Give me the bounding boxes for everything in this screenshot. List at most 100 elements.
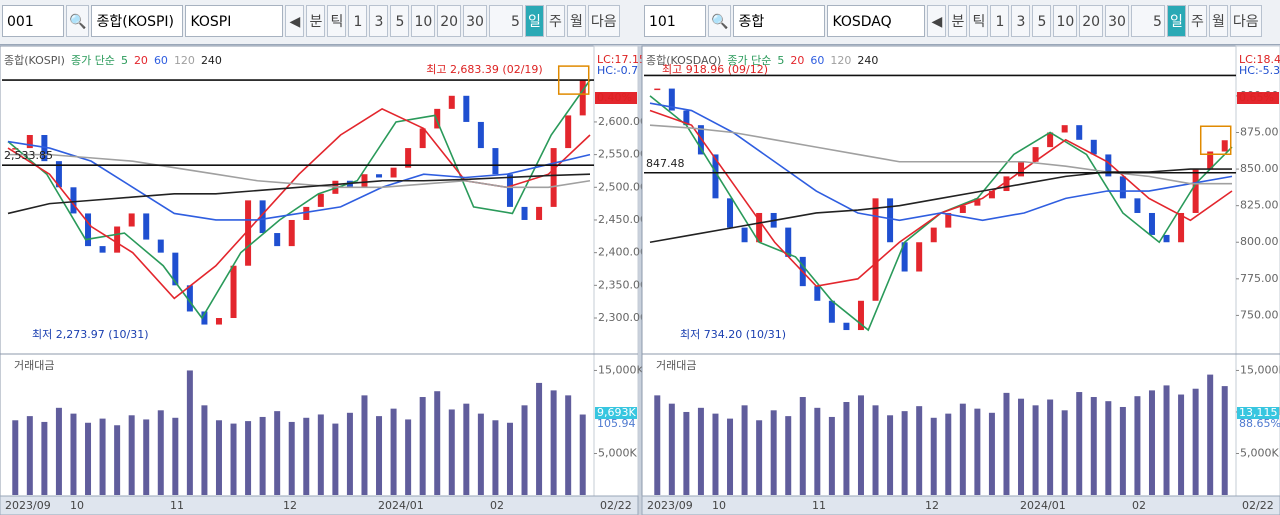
date-label: 02 [490,499,504,512]
volume-bar [1032,405,1039,495]
volume-bar [579,414,586,495]
period-button[interactable]: 3 [369,5,389,37]
level-label: 2,533.85 [4,149,53,162]
code-input[interactable]: 001 [2,5,64,37]
legend-item: 5 [121,54,128,67]
candle [974,198,981,206]
candle [12,148,19,150]
candle [785,227,792,257]
volume-bar [1119,406,1126,495]
period-button[interactable]: 다음 [587,5,620,37]
search-button[interactable]: 🔍 [66,5,90,37]
y-tick-label: 825.00 [1240,199,1279,212]
volume-bar [916,406,923,495]
period-button[interactable]: 분 [306,5,326,37]
volume-bar [1061,410,1068,495]
volume-bar [1018,398,1025,495]
period-button[interactable]: 주 [1187,5,1207,37]
volume-bar [463,403,470,495]
axis-bg [1235,45,1280,497]
moving-average [8,153,591,189]
volume-bar [959,403,966,495]
period-button[interactable]: 10 [411,5,436,37]
name-field[interactable]: 종합(KOSPI) [91,5,184,37]
candle [988,191,995,199]
period-button[interactable]: 일 [524,5,544,37]
candle [274,233,281,247]
period-button[interactable]: 월 [566,5,586,37]
candle [259,200,266,234]
volume-bar [245,421,252,495]
moving-average [7,140,591,221]
period-button[interactable]: 틱 [327,5,347,37]
volume-bar [317,414,324,495]
period-button[interactable]: 30 [1105,5,1129,37]
legend-item: 종합(KOSPI) [4,54,65,67]
current-box [557,65,590,95]
search-button[interactable]: 🔍 [708,5,732,37]
period-button[interactable]: 틱 [969,5,989,37]
y-tick-label: 875.00 [1240,125,1279,138]
volume-bar [390,408,397,495]
period-button[interactable]: 10 [1053,5,1078,37]
period-button[interactable]: 1 [348,5,368,37]
volume-bar [1003,392,1010,495]
volume-bar [1047,399,1054,495]
volume-bar [419,397,426,495]
period-button[interactable]: 3 [1011,5,1031,37]
volume-bar [887,415,894,495]
candle [405,148,412,168]
candle [727,198,734,228]
period-button[interactable]: 20 [1079,5,1104,37]
y-tick-label: 2,450.00 [598,213,647,226]
y-tick-label: 800.00 [1240,235,1279,248]
legend-item: 종가 단순 [727,54,771,67]
period-button[interactable]: 5 [1032,5,1052,37]
volume-bar [930,417,937,495]
candle [1134,198,1141,213]
period-button[interactable]: 주 [545,5,565,37]
candle [536,206,543,220]
candle [419,128,426,149]
volume-bar [1090,397,1097,495]
price-tag [1237,92,1279,104]
volume-tag [595,407,637,419]
period-button[interactable]: 5 [390,5,410,37]
candle [361,174,368,188]
candle [1163,234,1170,243]
period-button[interactable]: 30 [463,5,487,37]
volume-bar [143,419,150,495]
period-button[interactable]: 일 [1166,5,1186,37]
period-button[interactable]: 20 [437,5,462,37]
volume-bar [492,420,499,495]
symbol-select[interactable]: KOSDAQ [827,5,926,37]
period-button[interactable]: 월 [1208,5,1228,37]
volume-bar [974,408,981,495]
period-button[interactable]: 분 [948,5,968,37]
candle [55,161,62,188]
legend-item: 240 [201,54,222,67]
period-button[interactable]: 다음 [1229,5,1262,37]
volume-bar [1207,374,1214,495]
side-label: 0.65% [1239,91,1274,104]
candle [828,300,835,323]
prev-button[interactable]: ◀ [927,5,947,37]
candle [930,227,937,243]
code-input[interactable]: 101 [644,5,706,37]
period-button[interactable]: 1 [990,5,1010,37]
volume-bar [346,412,353,495]
volume-bar [448,409,455,495]
volume-bar [274,411,281,495]
prev-button[interactable]: ◀ [285,5,305,37]
volume-bar [172,417,179,495]
volume-bar [712,413,719,495]
side-label: 2,664 [597,80,629,93]
period-button[interactable]: 5 [488,5,523,37]
volume-side-label: 105.94 [597,417,636,430]
candle [1221,140,1228,152]
period-button[interactable]: 5 [1130,5,1165,37]
candle [756,212,763,243]
symbol-select[interactable]: KOSPI [185,5,284,37]
date-label: 11 [170,499,184,512]
